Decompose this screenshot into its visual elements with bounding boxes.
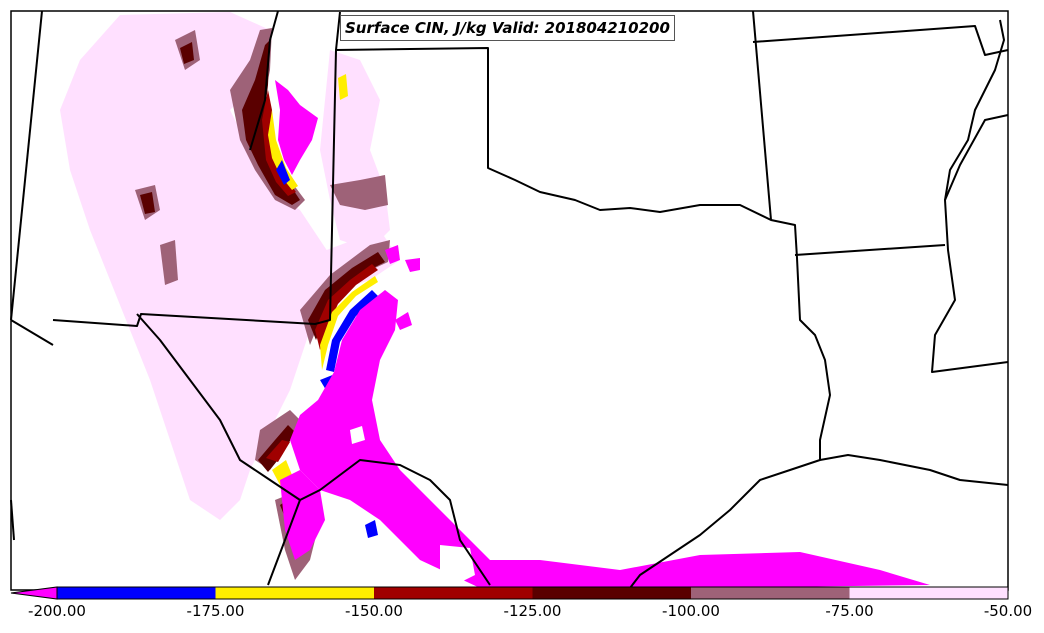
colorbar-tick-label: -75.00 [825, 602, 874, 620]
colorbar-tick-label: -50.00 [983, 602, 1033, 620]
colorbar-bin [215, 587, 374, 599]
colorbar-tick-label: -150.00 [345, 602, 403, 620]
colorbar-bin [374, 587, 533, 599]
red-areas [262, 90, 378, 462]
colorbar-bin [57, 587, 216, 599]
colorbar-bin [849, 587, 1008, 599]
colorbar-bin [691, 587, 850, 599]
map-title: Surface CIN, J/kg Valid: 201804210200 [340, 15, 675, 41]
colorbar-bin [532, 587, 691, 599]
colorbar-outline [56, 586, 1009, 600]
white-islands [350, 385, 475, 585]
state-boundaries [10, 10, 1009, 589]
colorbar-tick-label: -200.00 [28, 602, 86, 620]
colorbar-tick-label: -100.00 [662, 602, 720, 620]
colorbar [10, 586, 1009, 600]
colorbar-tick-label: -125.00 [503, 602, 562, 620]
colorbar-tick-label: -175.00 [186, 602, 245, 620]
